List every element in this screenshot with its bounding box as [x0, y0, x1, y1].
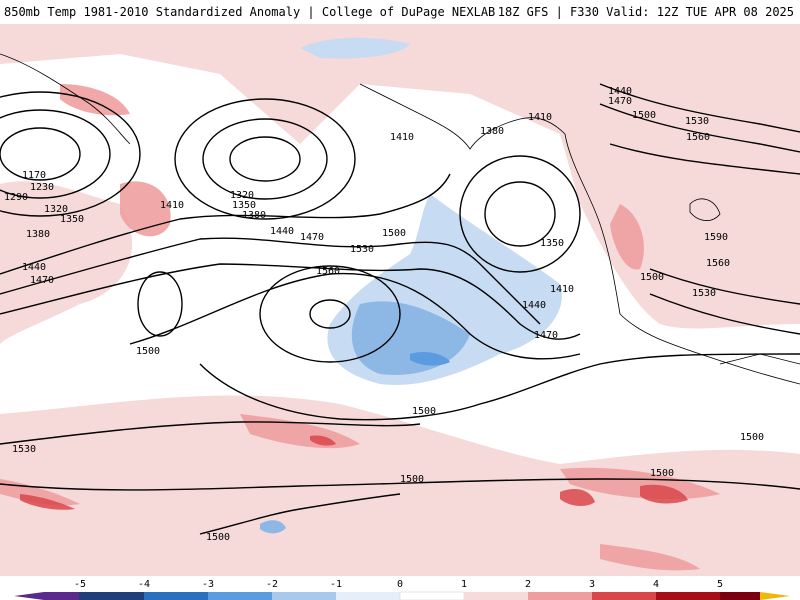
colorbar-end-arrow	[760, 592, 790, 600]
header-bar: 850mb Temp 1981-2010 Standardized Anomal…	[0, 0, 800, 24]
contour-label: 1170	[22, 170, 46, 181]
colorbar-segment	[528, 592, 592, 600]
colorbar-segments	[14, 591, 790, 600]
contour-label: 1500	[400, 474, 424, 485]
colorbar-segment	[208, 592, 272, 600]
contour-label: 1470	[30, 275, 54, 286]
colorbar-segment	[44, 592, 79, 600]
colorbar-ticks: -5 -4 -3 -2 -1 0 1 2 3 4 5	[74, 579, 723, 590]
contour-label: 1380	[26, 229, 50, 240]
colorbar-start-arrow	[14, 592, 44, 600]
coastlines	[0, 53, 800, 385]
contour-label: 1500	[136, 346, 160, 357]
contour-label: 1410	[528, 112, 552, 123]
contour-label: 1500	[740, 432, 764, 443]
colorbar-tick: -2	[266, 579, 278, 590]
colorbar-tick: -3	[202, 579, 214, 590]
strong-warm-patches	[20, 435, 688, 510]
contour-label: 1290	[4, 192, 28, 203]
contour-labels: 1170 1230 1290 1320 1350 1380 1410 1440 …	[4, 86, 764, 543]
colorbar-tick: -4	[138, 579, 150, 590]
colorbar-segment	[464, 592, 528, 600]
colorbar-tick: -5	[74, 579, 86, 590]
contour-label: 1500	[632, 110, 656, 121]
anomaly-colorbar: -5 -4 -3 -2 -1 0 1 2 3 4 5	[0, 576, 800, 600]
contour-label: 1500	[382, 228, 406, 239]
colorbar-tick: 3	[589, 579, 595, 590]
contour-label: 1500	[206, 532, 230, 543]
colorbar-tick: 1	[461, 579, 467, 590]
contour-label: 1560	[706, 258, 730, 269]
contour-label: 1440	[522, 300, 546, 311]
anomaly-map: 1170 1230 1290 1320 1350 1380 1410 1440 …	[0, 24, 800, 576]
colorbar-segment	[144, 592, 208, 600]
colorbar-tick: 0	[397, 579, 403, 590]
colorbar-segment	[399, 591, 465, 600]
contour-label: 1230	[30, 182, 54, 193]
colorbar-segment	[656, 592, 720, 600]
contour-label: 1530	[12, 444, 36, 455]
map-title: 850mb Temp 1981-2010 Standardized Anomal…	[4, 5, 496, 19]
colorbar-segment	[79, 592, 144, 600]
contour-label: 1440	[22, 262, 46, 273]
contour-label: 1410	[550, 284, 574, 295]
colorbar-segment	[272, 592, 336, 600]
contour-label: 1560	[316, 266, 340, 277]
warm-anomaly-shading	[0, 24, 800, 576]
contour-label: 1350	[232, 200, 256, 211]
height-contours	[0, 83, 800, 535]
contour-label: 1470	[300, 232, 324, 243]
colorbar-tick: 4	[653, 579, 659, 590]
contour-label: 1500	[640, 272, 664, 283]
colorbar-segment	[720, 592, 760, 600]
contour-label: 1410	[390, 132, 414, 143]
contour-label: 1320	[230, 190, 254, 201]
cold-anomaly-shading	[260, 37, 562, 534]
contour-label: 1560	[686, 132, 710, 143]
contour-label: 1380	[242, 210, 266, 221]
contour-label: 1440	[270, 226, 294, 237]
colorbar-tick: 2	[525, 579, 531, 590]
contour-label: 1320	[44, 204, 68, 215]
contour-label: 1440	[608, 86, 632, 97]
colorbar-tick: -1	[330, 579, 342, 590]
contour-label: 1380	[480, 126, 504, 137]
contour-label: 1470	[534, 330, 558, 341]
colorbar-tick: 5	[717, 579, 723, 590]
contour-label: 1500	[412, 406, 436, 417]
contour-label: 1410	[160, 200, 184, 211]
model-run-info: 18Z GFS | F330 Valid: 12Z TUE APR 08 202…	[497, 5, 794, 19]
contour-label: 1530	[350, 244, 374, 255]
contour-label: 1470	[608, 96, 632, 107]
contour-label: 1590	[704, 232, 728, 243]
colorbar-segment	[336, 592, 400, 600]
contour-label: 1350	[540, 238, 564, 249]
contour-label: 1530	[685, 116, 709, 127]
contour-label: 1350	[60, 214, 84, 225]
colorbar-segment	[592, 592, 656, 600]
contour-label: 1500	[650, 468, 674, 479]
contour-label: 1530	[692, 288, 716, 299]
